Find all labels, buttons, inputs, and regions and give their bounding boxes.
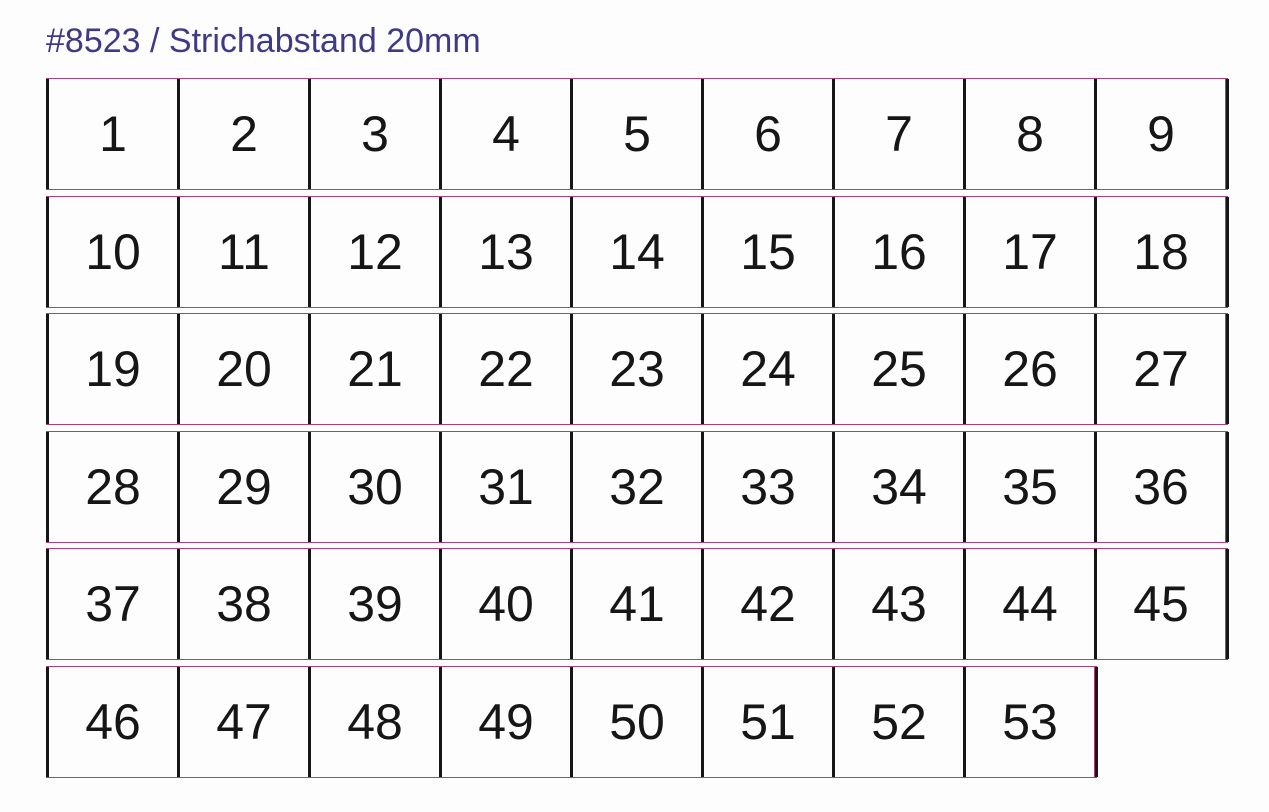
grid-row: 37 38 39 40 41 42 43 44 45	[46, 548, 1229, 660]
page-title: #8523 / Strichabstand 20mm	[46, 22, 481, 60]
grid-cell: 40	[439, 549, 570, 659]
row-end-line	[1225, 314, 1229, 424]
grid-row: 19 20 21 22 23 24 25 26 27	[46, 313, 1229, 425]
grid-cell: 51	[701, 667, 832, 777]
grid-cell: 8	[963, 79, 1094, 189]
grid-cell: 41	[570, 549, 701, 659]
grid-cell: 42	[701, 549, 832, 659]
grid-cell: 17	[963, 197, 1094, 307]
grid-cell: 29	[177, 432, 308, 542]
grid-cell: 1	[46, 79, 177, 189]
grid-cell: 50	[570, 667, 701, 777]
grid-cell: 28	[46, 432, 177, 542]
grid-cell: 14	[570, 197, 701, 307]
grid-cell: 4	[439, 79, 570, 189]
grid-cell: 27	[1094, 314, 1225, 424]
grid-cell: 33	[701, 432, 832, 542]
grid-cell: 13	[439, 197, 570, 307]
grid-cell: 6	[701, 79, 832, 189]
grid-cell: 43	[832, 549, 963, 659]
grid-cell: 19	[46, 314, 177, 424]
grid-cell: 26	[963, 314, 1094, 424]
grid-row: 28 29 30 31 32 33 34 35 36	[46, 431, 1229, 543]
grid-cell: 32	[570, 432, 701, 542]
grid-cell: 36	[1094, 432, 1225, 542]
grid-cell: 35	[963, 432, 1094, 542]
grid-cell: 21	[308, 314, 439, 424]
row-end-line	[1225, 79, 1229, 189]
grid-cell: 53	[963, 667, 1094, 777]
grid-row: 10 11 12 13 14 15 16 17 18	[46, 196, 1229, 308]
grid-cell: 37	[46, 549, 177, 659]
grid-cell: 46	[46, 667, 177, 777]
grid-cell: 31	[439, 432, 570, 542]
grid-cell: 12	[308, 197, 439, 307]
grid-cell: 38	[177, 549, 308, 659]
grid-cell: 5	[570, 79, 701, 189]
grid-cell: 11	[177, 197, 308, 307]
grid-cell: 49	[439, 667, 570, 777]
grid-cell: 34	[832, 432, 963, 542]
row-end-line	[1094, 667, 1098, 777]
grid-cell: 22	[439, 314, 570, 424]
grid-cell: 18	[1094, 197, 1225, 307]
grid-cell: 10	[46, 197, 177, 307]
grid-cell: 23	[570, 314, 701, 424]
grid-cell: 30	[308, 432, 439, 542]
grid-cell: 25	[832, 314, 963, 424]
grid-cell: 20	[177, 314, 308, 424]
grid-cell: 52	[832, 667, 963, 777]
grid-cell: 7	[832, 79, 963, 189]
grid-cell: 16	[832, 197, 963, 307]
grid-cell: 2	[177, 79, 308, 189]
grid-cell: 39	[308, 549, 439, 659]
grid-cell: 9	[1094, 79, 1225, 189]
grid-cell: 44	[963, 549, 1094, 659]
grid-cell: 45	[1094, 549, 1225, 659]
grid-cell: 48	[308, 667, 439, 777]
row-end-line	[1225, 432, 1229, 542]
row-end-line	[1225, 549, 1229, 659]
grid-cell: 15	[701, 197, 832, 307]
grid-cell: 24	[701, 314, 832, 424]
grid-cell: 47	[177, 667, 308, 777]
grid-cell: 3	[308, 79, 439, 189]
grid-row: 46 47 48 49 50 51 52 53	[46, 666, 1098, 778]
row-end-line	[1225, 197, 1229, 307]
